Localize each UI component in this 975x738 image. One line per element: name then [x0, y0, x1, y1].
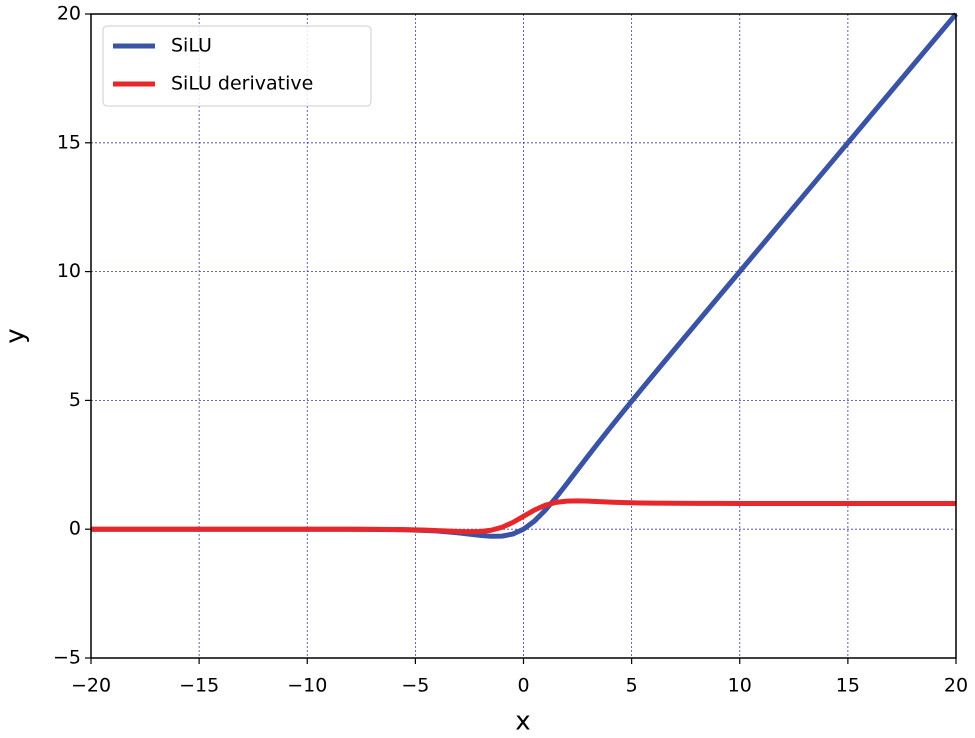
legend: SiLU SiLU derivative	[102, 25, 372, 107]
legend-label: SiLU	[171, 35, 212, 57]
plot-frame	[90, 13, 957, 659]
y-tick-label: 20	[57, 3, 81, 25]
x-tick-label: 10	[728, 675, 752, 697]
x-tick-label: −10	[287, 675, 327, 697]
y-tick-label: 15	[57, 131, 81, 153]
y-axis-title: y	[1, 328, 31, 343]
x-tick-label: 0	[517, 675, 529, 697]
y-tick-label: 10	[57, 260, 81, 282]
line	[91, 498, 956, 535]
y-tick-label: −5	[53, 647, 81, 669]
legend-label: SiLU derivative	[171, 73, 313, 95]
x-tick-label: −5	[401, 675, 429, 697]
y-tick-label: 5	[69, 389, 81, 411]
x-tick-label: 5	[626, 675, 638, 697]
y-tick-label: 0	[69, 518, 81, 540]
x-tick-label: −15	[179, 675, 219, 697]
x-tick-label: 15	[836, 675, 860, 697]
x-tick-label: 20	[944, 675, 968, 697]
x-tick-label: −20	[71, 675, 111, 697]
x-axis-title: x	[515, 707, 530, 737]
legend-box	[102, 25, 372, 107]
